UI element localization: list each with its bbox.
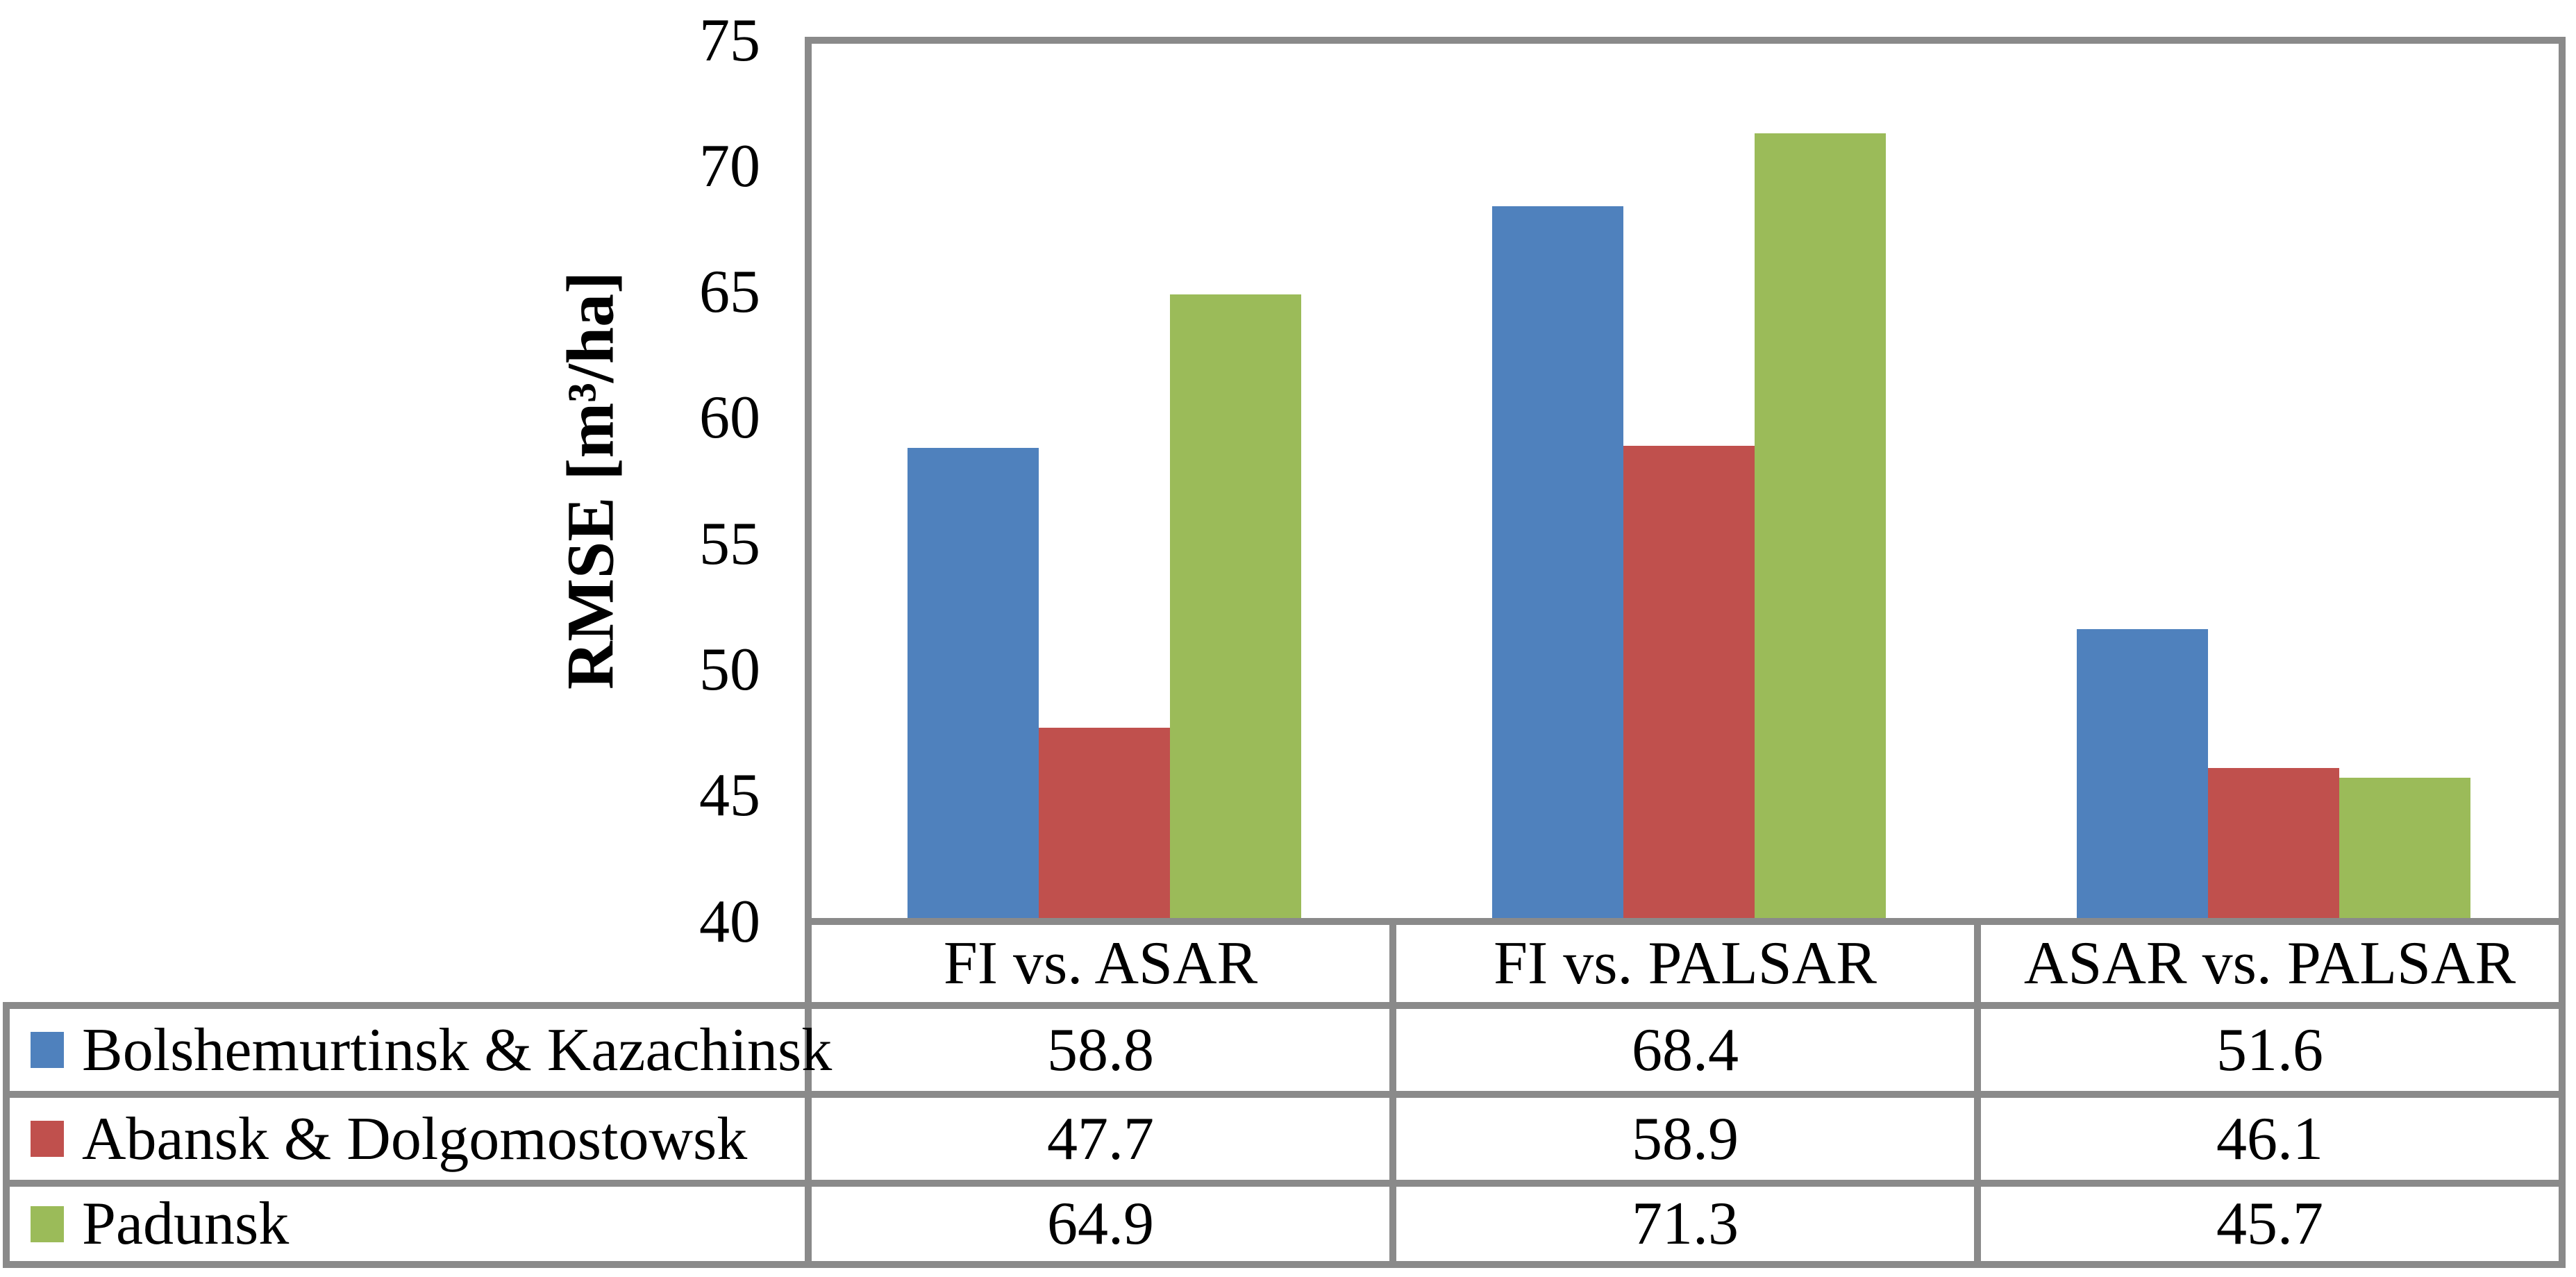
bar-series2-group1 (1039, 727, 1170, 921)
value-cell: 68.4 (1632, 1016, 1739, 1084)
table-row-rule (3, 1091, 2566, 1098)
table-row-rule (3, 1002, 2566, 1009)
bar-series1-group2 (1492, 206, 1623, 921)
table-column-rule (1389, 921, 1396, 1265)
legend-cell-series3: Padunsk (10, 1187, 805, 1261)
table-row-rule (3, 1261, 2566, 1268)
legend-cell-series2: Abansk & Dolgomostowsk (10, 1098, 805, 1180)
legend-swatch-icon (31, 1121, 64, 1157)
y-tick-label: 55 (699, 510, 760, 578)
y-tick-label: 50 (699, 635, 760, 703)
bar-series3-group3 (2339, 778, 2470, 921)
legend-label: Bolshemurtinsk & Kazachinsk (82, 1016, 833, 1084)
bar-series3-group1 (1170, 294, 1301, 921)
y-tick-label: 40 (699, 887, 760, 955)
value-cell: 47.7 (1047, 1105, 1154, 1173)
table-row-rule (3, 1180, 2566, 1187)
plot-border-right (2559, 40, 2566, 1265)
value-cell: 46.1 (2216, 1105, 2323, 1173)
table-left-border (3, 1005, 10, 1265)
bar-series1-group1 (908, 448, 1039, 921)
bar-series3-group2 (1755, 133, 1886, 921)
bar-series2-group3 (2208, 767, 2339, 921)
y-tick-label: 60 (699, 384, 760, 452)
category-header-cell: ASAR vs. PALSAR (2023, 930, 2516, 997)
legend-cell-series1: Bolshemurtinsk & Kazachinsk (10, 1009, 832, 1091)
value-cell: 71.3 (1632, 1190, 1739, 1258)
table-column-rule (1974, 921, 1981, 1265)
x-axis-line (805, 918, 2566, 925)
y-tick-label: 75 (699, 6, 760, 74)
bar-series1-group3 (2077, 629, 2208, 921)
y-tick-label: 70 (699, 132, 760, 200)
legend-swatch-icon (31, 1032, 64, 1068)
category-header-cell: FI vs. ASAR (943, 930, 1258, 997)
value-cell: 51.6 (2216, 1016, 2323, 1084)
category-header-cell: FI vs. PALSAR (1494, 930, 1877, 997)
value-cell: 58.8 (1047, 1016, 1154, 1084)
legend-swatch-icon (31, 1205, 64, 1242)
value-cell: 64.9 (1047, 1190, 1154, 1258)
y-tick-label: 45 (699, 762, 760, 830)
legend-label: Padunsk (82, 1190, 290, 1258)
plot-border-top (805, 37, 2566, 44)
legend-label: Abansk & Dolgomostowsk (82, 1105, 748, 1173)
y-tick-label: 65 (699, 258, 760, 326)
value-cell: 45.7 (2216, 1190, 2323, 1258)
value-cell: 58.9 (1632, 1105, 1739, 1173)
bar-series2-group2 (1623, 445, 1755, 921)
y-axis-line (805, 40, 812, 1265)
